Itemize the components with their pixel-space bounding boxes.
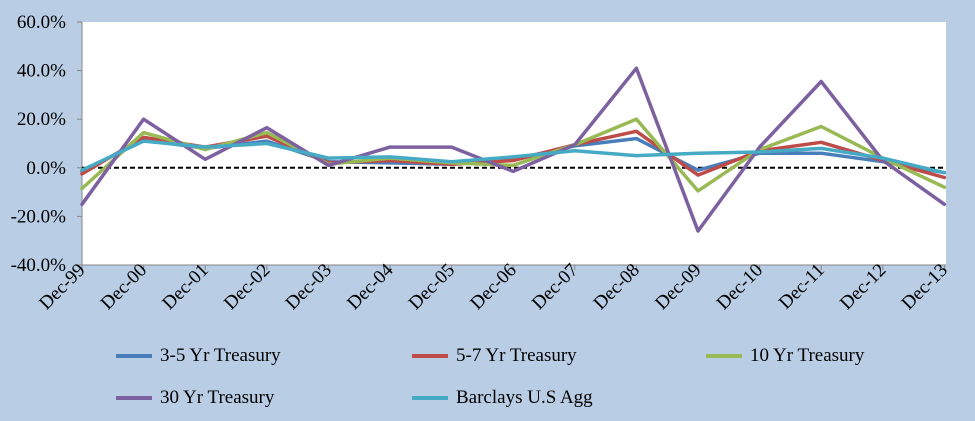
x-tick-label: Dec-02 — [220, 260, 274, 314]
x-tick-label: Dec-05 — [405, 260, 459, 314]
x-tick-label: Dec-01 — [158, 260, 212, 314]
x-tick-label: Dec-04 — [343, 259, 398, 314]
y-tick-label: 40.0% — [17, 61, 66, 82]
x-tick-label: Dec-13 — [898, 260, 952, 314]
x-tick-label: Dec-09 — [651, 260, 705, 314]
y-tick-label: -40.0% — [11, 255, 67, 276]
series-line-4 — [80, 66, 947, 233]
x-tick-label: Dec-06 — [466, 260, 520, 314]
y-tick-label: 60.0% — [17, 12, 66, 33]
y-tick-label: 20.0% — [17, 109, 66, 130]
series-line-5 — [80, 139, 947, 175]
x-tick-label: Dec-12 — [836, 260, 890, 314]
x-tick-label: Dec-10 — [713, 260, 767, 314]
x-tick-label: Dec-08 — [590, 260, 644, 314]
x-tick-label: Dec-00 — [97, 260, 151, 314]
x-tick-label: Dec-07 — [528, 260, 582, 314]
y-tick-label: -20.0% — [11, 206, 67, 227]
x-tick-label: Dec-11 — [775, 260, 829, 314]
x-tick-label: Dec-03 — [282, 260, 336, 314]
y-tick-label: 0.0% — [26, 158, 66, 179]
series-line-3 — [80, 117, 947, 193]
